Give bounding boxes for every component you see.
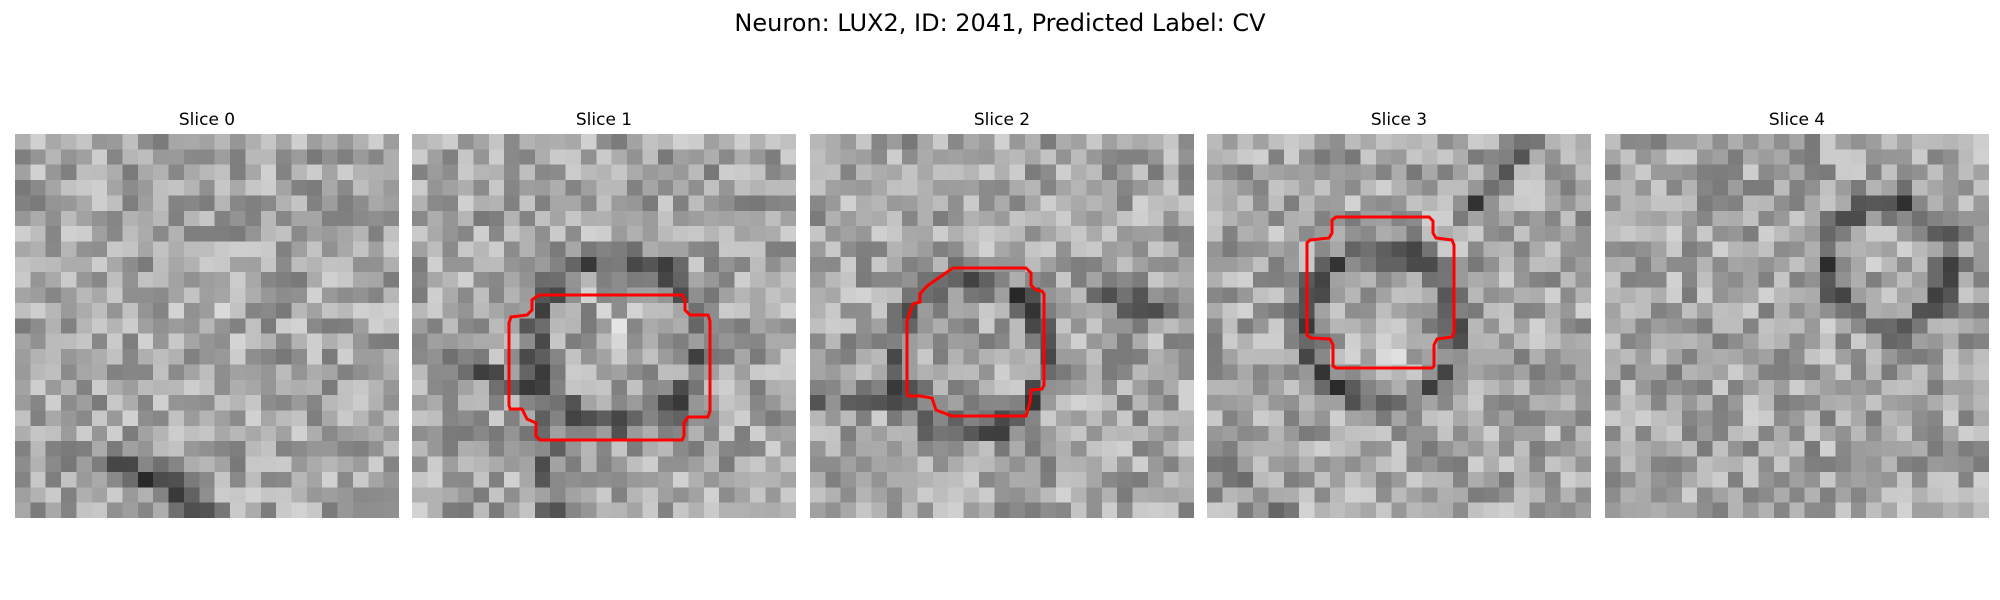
- slice-canvas: [15, 134, 399, 518]
- segmentation-contour: [1305, 215, 1456, 370]
- segmentation-contour: [507, 293, 712, 442]
- slice-canvas: [810, 134, 1194, 518]
- microscopy-slice-image: [1207, 134, 1591, 518]
- slice-canvas: [1207, 134, 1591, 518]
- slice-panel-2: Slice 2: [810, 108, 1194, 518]
- slice-canvas: [1605, 134, 1989, 518]
- slice-title: Slice 0: [178, 110, 236, 130]
- figure-title: Neuron: LUX2, ID: 2041, Predicted Label:…: [734, 9, 1266, 37]
- slice-title: Slice 1: [575, 110, 633, 130]
- slice-canvas: [412, 134, 796, 518]
- segmentation-contour: [905, 266, 1046, 418]
- slice-panel-0: Slice 0: [15, 108, 399, 518]
- microscopy-slice-image: [412, 134, 796, 518]
- slice-panel-3: Slice 3: [1207, 108, 1591, 518]
- microscopy-slice-image: [1605, 134, 1989, 518]
- slice-title: Slice 3: [1370, 110, 1428, 130]
- slice-panel-1: Slice 1: [412, 108, 796, 518]
- microscopy-slice-image: [15, 134, 399, 518]
- slice-title: Slice 4: [1768, 110, 1826, 130]
- microscopy-slice-image: [810, 134, 1194, 518]
- slice-title: Slice 2: [973, 110, 1031, 130]
- slice-panel-4: Slice 4: [1605, 108, 1989, 518]
